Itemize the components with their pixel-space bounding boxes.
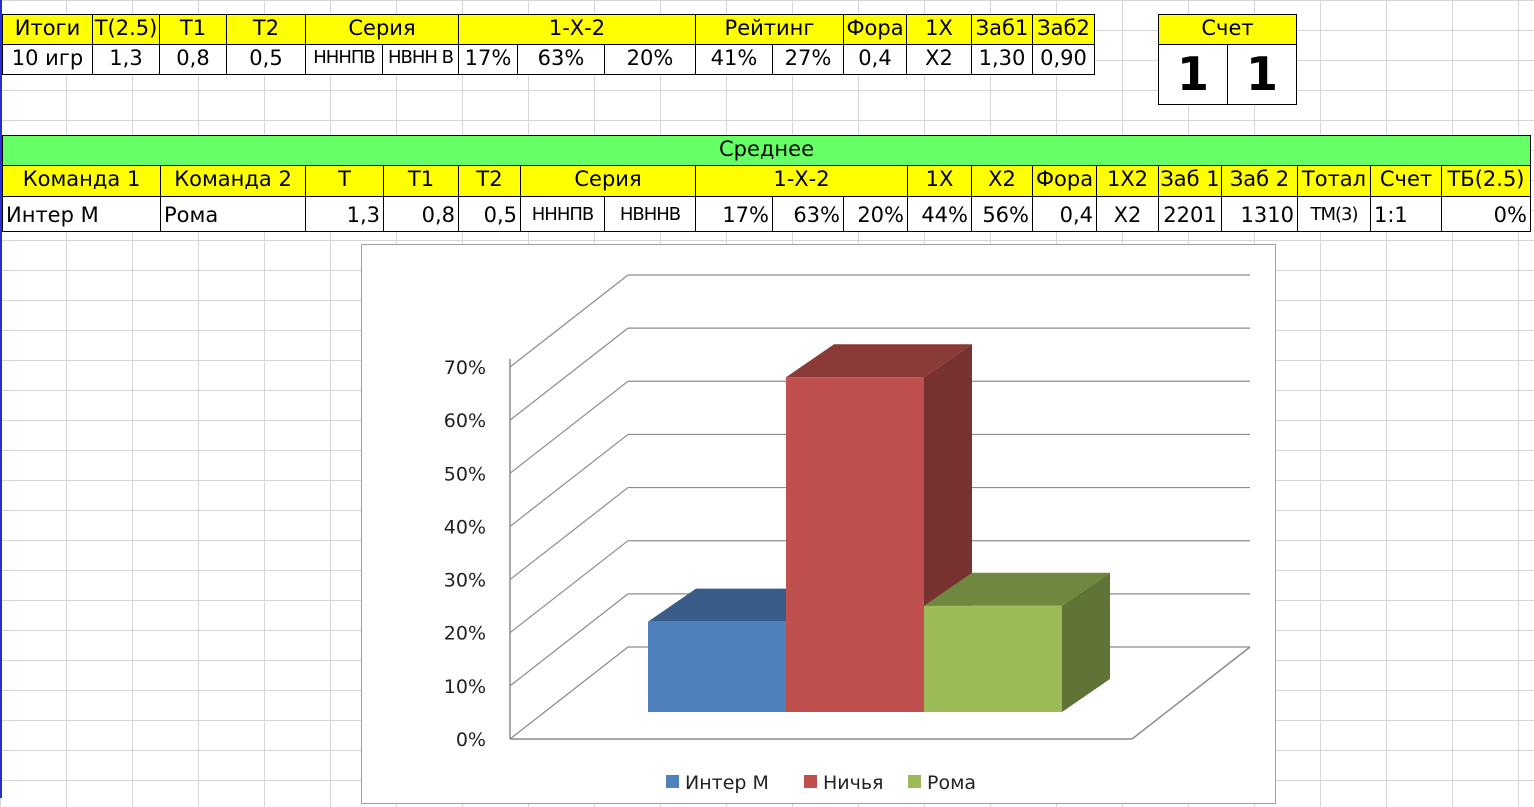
legend-label: Рома [927,772,976,794]
value-cell[interactable]: 1,3 [92,44,160,75]
value-cell[interactable]: НВННВ [604,196,696,232]
value-cell[interactable]: Х2 [906,44,972,75]
chart-area[interactable]: 0% 10% 20% 30% 40% 50% 60% 70% Интер М Ничья Рома [361,244,1276,804]
value-cell[interactable]: Х2 [1096,196,1159,232]
header-cell[interactable]: Команда 1 [2,165,161,197]
header-cell[interactable]: Заб2 [1032,14,1095,45]
header-cell[interactable]: Т [305,165,384,197]
value-cell[interactable]: 0,8 [383,196,459,232]
value-cell[interactable]: 0,5 [226,44,306,75]
legend-swatch [804,775,817,788]
gridline-left [509,327,629,421]
gridline-left [509,646,629,740]
header-cell[interactable]: Заб1 [971,14,1033,45]
gridline-left [509,593,629,687]
floor-right-edge [1131,646,1251,740]
bar-front [786,377,924,712]
bar-front [648,621,786,712]
bar-top [786,344,972,378]
value-cell[interactable]: 27% [772,44,844,75]
header-cell[interactable]: Итоги [2,14,93,45]
score-label[interactable]: Счет [1158,14,1297,45]
header-cell[interactable]: Т1 [159,14,227,45]
score-away[interactable]: 1 [1227,44,1297,105]
header-cell[interactable]: Т2 [458,165,521,197]
header-cell[interactable]: ТБ(2.5) [1441,165,1531,197]
value-cell[interactable]: Интер М [2,196,161,232]
window-left-edge [0,0,2,798]
value-cell[interactable]: 0,5 [458,196,521,232]
value-cell[interactable]: 0% [1441,196,1531,232]
header-cell[interactable]: Т(2.5) [92,14,160,45]
header-cell[interactable]: Заб 2 [1221,165,1298,197]
legend-label: Ничья [823,772,884,794]
header-cell[interactable]: Серия [305,14,459,45]
value-cell[interactable]: 1:1 [1370,196,1442,232]
value-cell[interactable]: 1,3 [305,196,384,232]
score-home[interactable]: 1 [1158,44,1228,105]
header-cell[interactable]: Заб 1 [1158,165,1222,197]
y-tick-label: 10% [444,676,486,698]
value-cell[interactable]: 0,4 [843,44,907,75]
y-tick-label: 30% [444,570,486,592]
header-cell[interactable]: 1Х [906,14,972,45]
value-cell[interactable]: 2201 [1158,196,1222,232]
y-tick-label: 20% [444,623,486,645]
header-cell[interactable]: Т2 [226,14,306,45]
value-cell[interactable]: 0,8 [159,44,227,75]
header-cell[interactable]: Серия [520,165,696,197]
value-cell[interactable]: 20% [843,196,908,232]
value-cell[interactable]: 1310 [1221,196,1298,232]
gridline-left [509,487,629,581]
header-cell[interactable]: 1Х2 [1096,165,1159,197]
header-cell[interactable]: Фора [1032,165,1097,197]
legend-label: Интер М [685,772,769,794]
header-cell[interactable]: 1-Х-2 [695,165,908,197]
bar-side [1062,572,1110,712]
y-tick-label: 70% [444,357,486,379]
gridline-left [509,274,629,368]
value-cell[interactable]: 0,90 [1032,44,1095,75]
value-cell[interactable]: НННПВ [305,44,383,75]
header-cell[interactable]: 1-Х-2 [458,14,696,45]
gridline-left [509,380,629,474]
value-cell[interactable]: НННПВ [520,196,605,232]
header-cell[interactable]: Фора [843,14,907,45]
value-cell[interactable]: Рома [160,196,306,232]
gridline-left [509,540,629,634]
header-cell[interactable]: Т1 [383,165,459,197]
value-cell[interactable]: 17% [695,196,773,232]
legend-swatch [666,775,679,788]
value-cell[interactable]: 63% [772,196,844,232]
value-cell[interactable]: 17% [458,44,518,75]
bar-top [924,572,1110,606]
value-cell[interactable]: 41% [695,44,773,75]
value-cell[interactable]: 44% [907,196,972,232]
y-tick-label: 60% [444,410,486,432]
value-cell[interactable]: НВНН В [382,44,459,75]
header-cell[interactable]: Команда 2 [160,165,306,197]
value-cell[interactable]: 56% [971,196,1033,232]
header-cell[interactable]: Счет [1370,165,1442,197]
header-cell[interactable]: Тотал [1297,165,1371,197]
value-cell[interactable]: 1,30 [971,44,1033,75]
value-cell[interactable]: ТМ(3) [1297,196,1371,232]
value-cell[interactable]: 63% [517,44,605,75]
chart-svg: 0% 10% 20% 30% 40% 50% 60% 70% Интер М Ничья Рома [444,274,1251,794]
header-cell[interactable]: Х2 [971,165,1033,197]
value-cell[interactable]: 10 игр [2,44,93,75]
bar-front [924,605,1062,712]
value-cell[interactable]: 0,4 [1032,196,1097,232]
y-tick-label: 50% [444,463,486,485]
legend-swatch [908,775,921,788]
header-cell[interactable]: Рейтинг [695,14,844,45]
y-tick-label: 0% [456,729,486,751]
gridline-left [509,433,629,527]
y-tick-label: 40% [444,516,486,538]
value-cell[interactable]: 20% [604,44,696,75]
header-cell[interactable]: 1Х [907,165,972,197]
average-band[interactable]: Среднее [2,135,1531,166]
